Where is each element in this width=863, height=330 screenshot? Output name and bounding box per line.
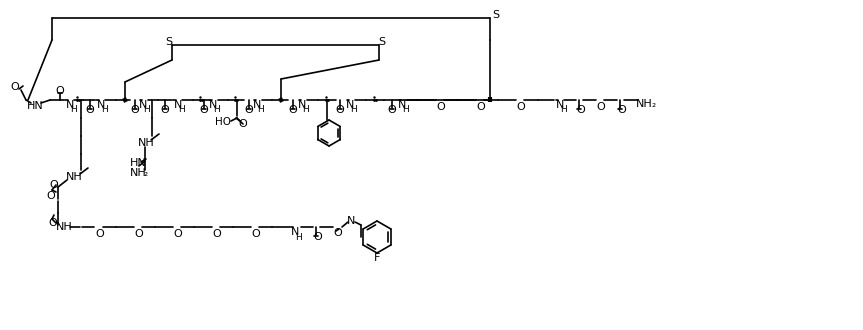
- Text: ₂: ₂: [144, 168, 148, 178]
- Text: O: O: [135, 229, 143, 239]
- Text: N: N: [66, 100, 74, 110]
- Text: H: H: [178, 106, 185, 115]
- Text: O: O: [437, 102, 445, 112]
- Text: O: O: [387, 105, 396, 115]
- Text: H: H: [350, 106, 356, 115]
- Text: O: O: [10, 82, 19, 92]
- Text: O: O: [288, 105, 298, 115]
- Text: N: N: [209, 100, 217, 110]
- Text: O: O: [48, 218, 57, 228]
- Text: N: N: [291, 227, 299, 237]
- Text: O: O: [161, 105, 169, 115]
- Text: NH: NH: [55, 222, 72, 232]
- Text: S: S: [379, 37, 386, 47]
- Text: O: O: [85, 105, 94, 115]
- Text: H: H: [256, 106, 263, 115]
- Text: ₂: ₂: [652, 99, 656, 109]
- Text: O: O: [50, 180, 59, 190]
- Text: H: H: [401, 106, 408, 115]
- Text: O: O: [618, 105, 627, 115]
- Text: HN: HN: [27, 101, 43, 111]
- Text: O: O: [199, 105, 208, 115]
- Text: O: O: [336, 105, 344, 115]
- Text: N: N: [556, 100, 564, 110]
- Text: O: O: [476, 102, 485, 112]
- Text: N: N: [346, 100, 354, 110]
- Text: O: O: [252, 229, 261, 239]
- Text: HN: HN: [129, 158, 147, 168]
- Text: H: H: [101, 106, 107, 115]
- Text: S: S: [166, 37, 173, 47]
- Text: O: O: [96, 229, 104, 239]
- Text: N: N: [97, 100, 105, 110]
- Text: H: H: [142, 106, 149, 115]
- Text: HO: HO: [215, 117, 231, 127]
- Text: H: H: [70, 106, 76, 115]
- Text: O: O: [239, 119, 248, 129]
- Text: NH: NH: [137, 138, 154, 148]
- Text: F: F: [374, 253, 381, 263]
- Text: O: O: [130, 105, 140, 115]
- Text: N: N: [173, 100, 182, 110]
- Text: NH: NH: [66, 172, 82, 182]
- Text: O: O: [55, 86, 65, 96]
- Text: O: O: [596, 102, 605, 112]
- Text: O: O: [47, 191, 55, 201]
- Text: O: O: [313, 232, 323, 242]
- Text: H: H: [294, 233, 301, 242]
- Text: N: N: [139, 100, 148, 110]
- Text: NH: NH: [129, 168, 147, 178]
- Text: N: N: [298, 100, 306, 110]
- Text: N: N: [253, 100, 261, 110]
- Text: H: H: [559, 106, 566, 115]
- Text: O: O: [517, 102, 526, 112]
- Text: NH: NH: [636, 99, 652, 109]
- Text: S: S: [493, 10, 500, 20]
- Text: N: N: [347, 216, 356, 226]
- Text: H: H: [212, 106, 219, 115]
- Text: N: N: [398, 100, 406, 110]
- Text: O: O: [334, 228, 343, 238]
- Text: O: O: [212, 229, 222, 239]
- Text: H: H: [302, 106, 308, 115]
- Text: O: O: [173, 229, 182, 239]
- Text: O: O: [576, 105, 585, 115]
- Text: O: O: [244, 105, 254, 115]
